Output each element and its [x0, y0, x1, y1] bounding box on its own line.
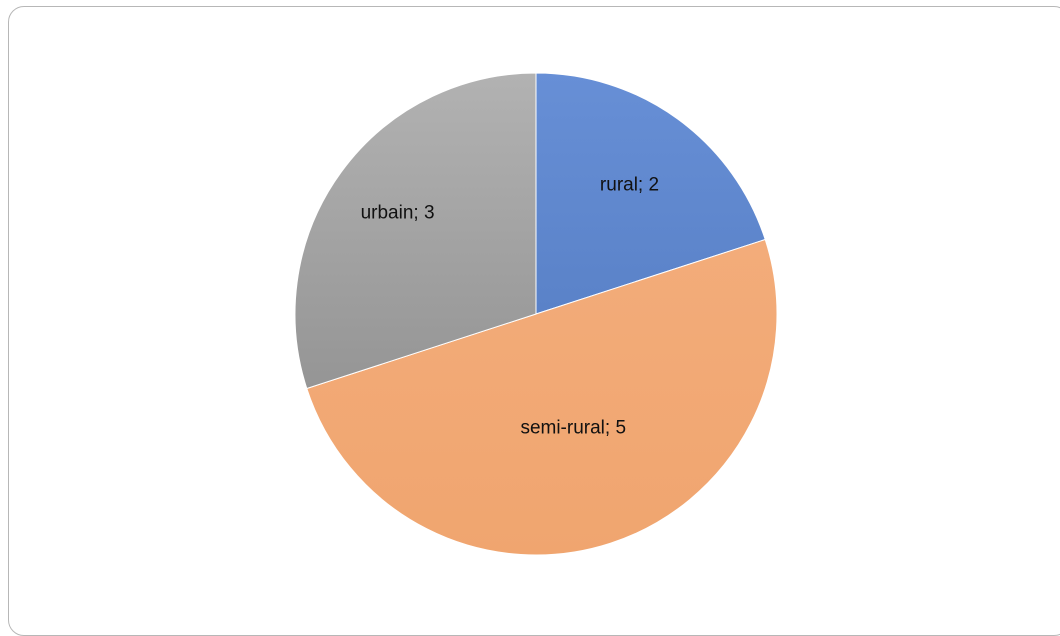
pie-data-labels: rural; 2 semi-rural; 5 urbain; 3	[361, 174, 659, 438]
pie-slice-semi-rural	[306, 238, 778, 556]
pie-slice-urbain	[294, 72, 537, 390]
pie-chart: rural; 2 semi-rural; 5 urbain; 3	[294, 72, 778, 556]
pie-slices	[294, 72, 778, 556]
data-label-urbain: urbain; 3	[361, 202, 435, 223]
pie-slice-rural	[535, 72, 766, 315]
data-label-rural: rural; 2	[600, 174, 659, 195]
data-label-semi-rural: semi-rural; 5	[520, 418, 626, 439]
